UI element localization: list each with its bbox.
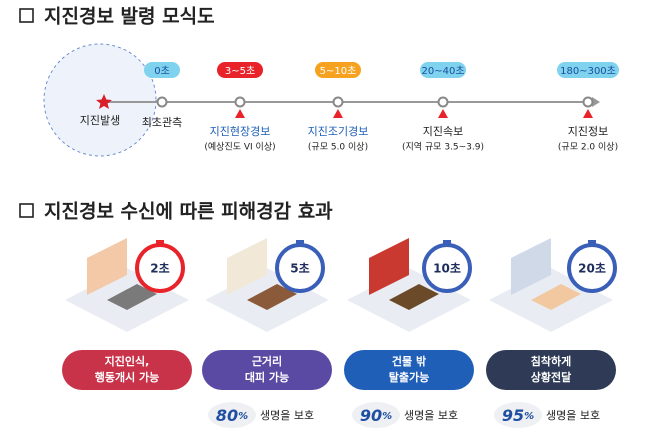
timer-label: 5초 [290,262,309,276]
stage-label: 지진현장경보 [210,125,271,138]
scene-wall [227,238,267,295]
percent-bg [208,402,256,428]
timeline-arrow [592,97,600,107]
timer-label: 20초 [578,262,606,276]
stage-label: 최초관측 [142,116,182,129]
stage-label: 지진조기경보 [308,125,369,138]
timeline-point [582,96,594,108]
survival-text: 생명을 보호 [546,409,600,422]
time-badge [557,62,619,78]
timeline-point [234,96,246,108]
time-label: 0초 [154,65,170,77]
title-box [19,203,34,218]
effect-label: 대피 가능 [245,370,289,384]
timer-knob [443,240,451,245]
effect-pill [486,350,616,390]
effect-pill [202,350,332,390]
percent-value: 95 [502,406,524,425]
percent-value: 80 [216,406,238,425]
timer-label: 2초 [150,262,169,276]
time-badge [420,62,466,78]
percent-unit: % [382,411,392,422]
stage-note: (규모 2.0 이상) [558,142,618,153]
effect-label: 건물 밖 [392,354,426,368]
timer-knob [296,240,304,245]
scene-object [389,284,439,310]
time-label: 5~10초 [320,65,357,77]
effect-label: 근거리 [252,354,282,368]
time-badge [144,62,180,78]
timeline-point [437,96,449,108]
scene-wall [511,238,551,295]
effect-pill [62,350,192,390]
title-box [19,8,34,23]
effect-label: 탈출가능 [389,370,429,384]
timeline-point [332,96,344,108]
survival-percent: 90% [360,406,392,425]
time-label: 3~5초 [225,65,255,77]
survival-percent: 80% [216,406,248,425]
stage-label: 지진정보 [568,125,608,138]
alert-marker [235,109,245,118]
timer-knob [588,240,596,245]
time-label: 20~40초 [421,65,464,77]
effect-label: 지진인식, [105,354,150,368]
stage-label: 지진속보 [423,125,463,138]
effect-label: 상황전달 [531,370,571,384]
origin-label: 지진발생 [80,114,120,127]
time-label: 180~300초 [560,65,616,77]
section-title: 지진경보 수신에 따른 피해경감 효과 [44,201,333,223]
stage-note: (지역 규모 3.5~3.9) [402,142,484,153]
alert-marker [438,109,448,118]
timer-label: 10초 [433,262,461,276]
effect-pill [344,350,474,390]
percent-bg [494,402,542,428]
survival-text: 생명을 보호 [260,409,314,422]
scene-object [247,284,297,310]
epicenter-star [96,94,112,109]
survival-percent: 95% [502,406,534,425]
scene-wall [87,238,127,295]
stage-note: (예상진도 VI 이상) [204,142,275,153]
effect-label: 침착하게 [531,354,571,368]
scene-object [531,284,581,310]
alert-marker [583,109,593,118]
percent-value: 90 [360,406,382,425]
scene-object [107,284,157,310]
time-badge [217,62,263,78]
time-badge [315,62,361,78]
timeline-point [156,96,168,108]
survival-text: 생명을 보호 [404,409,458,422]
timer-knob [156,240,164,245]
percent-unit: % [524,411,534,422]
percent-bg [352,402,400,428]
section-title: 지진경보 발령 모식도 [44,6,215,28]
effect-label: 행동개시 가능 [95,370,160,384]
stage-note: (규모 5.0 이상) [308,142,368,153]
alert-marker [333,109,343,118]
scene-wall [369,238,409,295]
percent-unit: % [238,411,248,422]
